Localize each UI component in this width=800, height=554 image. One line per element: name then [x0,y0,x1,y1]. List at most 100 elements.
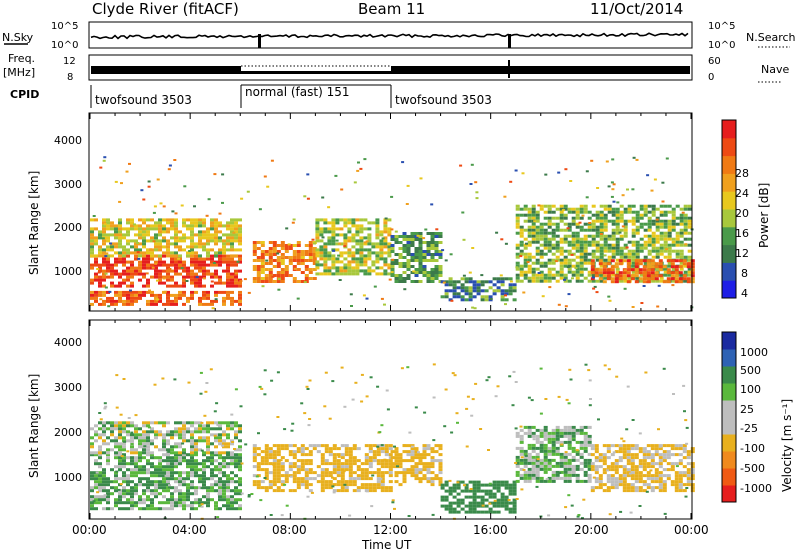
heatmap-cell [547,243,552,247]
heatmap-cell [508,289,513,293]
heatmap-cell [571,277,574,280]
heatmap-cell [444,483,449,487]
heatmap-cell [339,227,344,231]
heatmap-cell [638,505,642,507]
heatmap-cell [406,262,411,265]
heatmap-cell [203,414,207,417]
heatmap-cell [158,269,162,273]
heatmap-cell [332,456,337,460]
heatmap-cell [462,238,466,241]
heatmap-cell [663,249,668,253]
heatmap-cell [551,464,556,468]
heatmap-cell [300,462,305,466]
heatmap-cell [569,180,573,182]
heatmap-cell [178,474,182,478]
heatmap-cell [210,456,214,460]
heatmap-cell [539,273,544,277]
heatmap-cell [280,274,285,277]
power-colorbar [721,119,737,299]
heatmap-cell [567,461,572,465]
heatmap-cell [642,280,647,284]
heatmap-cell [146,462,150,466]
heatmap-cell [575,449,580,453]
heatmap-cell [678,447,683,451]
heatmap-cell [222,486,226,490]
heatmap-cell [643,246,648,250]
heatmap-cell [110,430,114,434]
heatmap-cell [690,265,695,269]
heatmap-cell [492,289,497,293]
heatmap-cell [94,480,98,484]
heatmap-cell [410,459,415,463]
heatmap-cell [468,480,473,484]
heatmap-cell [654,468,659,472]
heatmap-cell [230,281,234,285]
heatmap-cell [146,439,150,443]
heatmap-cell [126,492,130,496]
heatmap-cell [134,233,138,237]
heatmap-cell [547,225,552,229]
heatmap-cell [336,471,341,475]
heatmap-cell [114,436,118,440]
heatmap-cell [339,260,344,264]
heatmap-cell [402,250,407,253]
heatmap-cell [130,293,134,297]
heatmap-cell [476,483,481,487]
heatmap-cell [394,453,399,457]
heatmap-cell [359,254,364,258]
heatmap-cell [106,275,110,279]
heatmap-cell [599,237,604,241]
heatmap-cell [230,272,234,276]
heatmap-cell [515,216,520,220]
heatmap-cell [602,453,607,457]
heatmap-cell [500,283,505,287]
heatmap-cell [304,274,309,277]
heatmap-cell [611,207,616,211]
heatmap-cell [671,222,676,226]
heatmap-cell [594,274,599,278]
heatmap-cell [630,474,635,478]
heatmap-cell [234,433,238,437]
heatmap-cell [645,490,649,493]
heatmap-cell [357,161,360,164]
heatmap-cell [679,216,684,220]
heatmap-cell [646,486,651,490]
heatmap-cell [571,234,576,238]
heatmap-cell [122,257,126,261]
heatmap-cell [666,444,671,448]
heatmap-cell [256,259,261,262]
heatmap-cell [263,393,267,396]
heatmap-cell [406,184,410,187]
heatmap-cell [106,436,110,440]
heatmap-cell [430,238,435,241]
heatmap-cell [571,222,576,226]
heatmap-cell [662,480,667,484]
heatmap-cell [138,471,142,475]
heatmap-cell [667,228,672,232]
heatmap-cell [658,444,663,448]
heatmap-cell [422,256,427,259]
heatmap-cell [260,387,264,390]
heatmap-cell [138,459,142,463]
heatmap-cell [323,269,328,273]
heatmap-cell [622,477,627,481]
heatmap-cell [226,248,230,252]
heatmap-cell [634,477,639,481]
heatmap-cell [230,254,234,258]
heatmap-cell [98,486,102,490]
heatmap-cell [218,221,222,225]
heatmap-cell [146,442,150,446]
heatmap-cell [90,290,94,294]
freq-panel-frame [88,54,693,81]
heatmap-cell [515,470,520,474]
heatmap-cell [355,239,360,243]
heatmap-cell [95,471,99,474]
heatmap-cell [166,498,170,502]
heatmap-cell [296,447,301,451]
heatmap-cell [372,456,377,460]
heatmap-cell [198,257,202,261]
heatmap-cell [90,504,94,508]
heatmap-cell [611,273,616,277]
heatmap-cell [687,237,692,241]
heatmap-cell [272,459,277,463]
